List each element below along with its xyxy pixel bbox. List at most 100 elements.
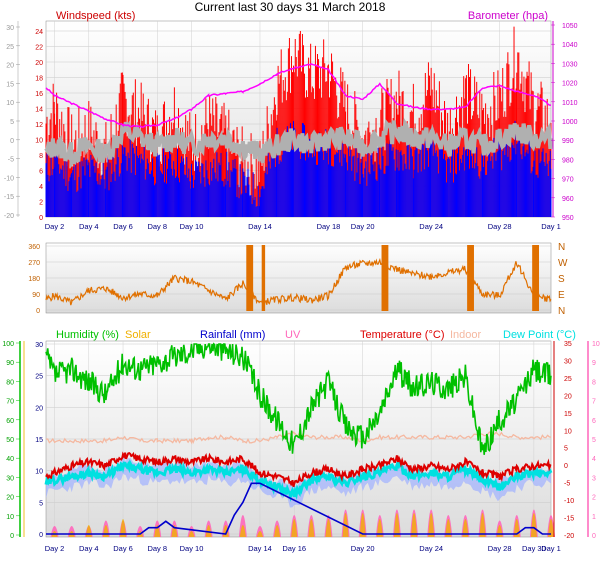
climate-x-tick-label: Day 8 (147, 544, 167, 553)
climate-x-tick-label: Day 24 (419, 544, 443, 553)
wind-inner-tick-label: 24 (35, 29, 43, 36)
baro-tick-label: 950 (562, 215, 574, 222)
climate-x-tick-label: Day 1 (541, 544, 561, 553)
wind-outer-tick-label: 20 (6, 63, 14, 70)
temp-tick-label: 5 (564, 446, 568, 453)
humidity-tick-label: 60 (6, 418, 14, 425)
baro-tick-label: 1030 (562, 61, 578, 68)
baro-tick-label: 960 (562, 196, 574, 203)
humidity-tick-label: 10 (6, 514, 14, 521)
wind-outer-tick-label: 30 (6, 25, 14, 32)
temp-tick-label: -10 (564, 498, 574, 505)
solar-spike (530, 513, 537, 537)
solar-spike (308, 519, 315, 537)
wind-inner-tick-label: 22 (35, 45, 43, 52)
direction-wrap-band (532, 245, 540, 311)
baro-tick-label: 1020 (562, 81, 578, 88)
humidity-tick-label: 50 (6, 437, 14, 444)
climate-x-tick-label: Day 10 (180, 544, 204, 553)
direction-tick-label: 270 (28, 260, 40, 267)
wind-outer-tick-label: -10 (4, 175, 14, 182)
solar-spike (479, 513, 486, 537)
chart-title: Current last 30 days 31 March 2018 (195, 0, 386, 14)
temperature-line (45, 451, 552, 488)
direction-line (45, 257, 552, 306)
compass-tick-label: S (558, 274, 565, 285)
uv-tick-label: 8 (592, 379, 596, 386)
wind-inner-tick-label: 4 (39, 184, 43, 191)
solar-spike (205, 525, 212, 537)
wind-series (44, 26, 553, 217)
wind-inner-tick-label: 10 (35, 138, 43, 145)
wind-outer-tick-label: -20 (4, 213, 14, 220)
temp-tick-label: -5 (564, 481, 570, 488)
compass-tick-label: E (558, 290, 565, 301)
baro-tick-label: 1040 (562, 42, 578, 49)
rain-tick-label: 10 (35, 469, 43, 476)
indoor-line (45, 430, 552, 445)
compass-tick-label: N (558, 306, 565, 317)
baro-title: Barometer (hpa) (468, 10, 548, 22)
direction-wrap-band (246, 245, 254, 311)
humidity-tick-label: 20 (6, 495, 14, 502)
uv-tick-label: 3 (592, 475, 596, 482)
baro-tick-label: 980 (562, 157, 574, 164)
baro-tick-label: 1050 (562, 23, 578, 30)
wind-x-tick-label: Day 6 (113, 222, 133, 231)
wind-x-tick-label: Day 14 (248, 222, 272, 231)
wind-outer-tick-label: 0 (10, 138, 14, 145)
temp-tick-label: 15 (564, 411, 572, 418)
wind-inner-tick-label: 20 (35, 60, 43, 67)
rain-tick-label: 5 (39, 500, 43, 507)
wind-x-tick-label: Day 1 (541, 222, 561, 231)
solar-spike (325, 519, 332, 537)
wind-outer-tick-label: 25 (6, 44, 14, 51)
direction-tick-label: 90 (32, 292, 40, 299)
humidity-line (45, 342, 552, 455)
uv-tick-label: 2 (592, 495, 596, 502)
humidity-tick-label: 30 (6, 475, 14, 482)
wind-inner-tick-label: 14 (35, 107, 43, 114)
uv-tick-label: 1 (592, 514, 596, 521)
climate-x-tick-label: Day 4 (79, 544, 99, 553)
solar-spike (411, 513, 418, 537)
direction-wrap-band (261, 245, 266, 311)
climate-series (44, 342, 555, 537)
climate-legend-entry: Temperature (°C) (360, 329, 444, 341)
wind-title: Windspeed (kts) (56, 10, 135, 22)
wind-x-tick-label: Day 8 (147, 222, 167, 231)
climate-x-tick-label: Day 16 (282, 544, 306, 553)
direction-wrap-band (381, 245, 389, 311)
wind-outer-tick-label: 15 (6, 81, 14, 88)
solar-spike (445, 519, 452, 537)
temp-tick-label: 20 (564, 393, 572, 400)
uv-tick-label: 7 (592, 399, 596, 406)
temp-tick-label: 35 (564, 341, 572, 348)
climate-legend-entry: UV (285, 329, 301, 341)
uv-tick-label: 9 (592, 360, 596, 367)
temp-tick-label: -15 (564, 516, 574, 523)
climate-legend: Humidity (%) Solar Rainfall (mm) UV Temperat… (56, 329, 576, 341)
climate-legend-entry: Rainfall (mm) (200, 329, 265, 341)
climate-legend-entry: Humidity (%) (56, 329, 119, 341)
solar-spike (120, 519, 127, 537)
wind-x-tick-label: Day 18 (317, 222, 341, 231)
humidity-tick-label: 40 (6, 456, 14, 463)
direction-tick-label: 360 (28, 244, 40, 251)
direction-tick-label: 0 (36, 308, 40, 315)
dewpoint-line (44, 458, 553, 502)
direction-tick-label: 180 (28, 276, 40, 283)
uv-tick-label: 4 (592, 456, 596, 463)
wind-inner-tick-label: 2 (39, 200, 43, 207)
solar-spike (256, 531, 263, 537)
solar-spike (188, 531, 195, 537)
climate-legend-entry: Indoor (450, 329, 482, 341)
solar-spike (291, 519, 298, 537)
climate-x-tick-label: Day 30 (522, 544, 546, 553)
uv-tick-label: 10 (592, 341, 600, 348)
grey-trace-line (44, 117, 553, 170)
solar-spike (239, 525, 246, 537)
rain-tick-label: 25 (35, 374, 43, 381)
